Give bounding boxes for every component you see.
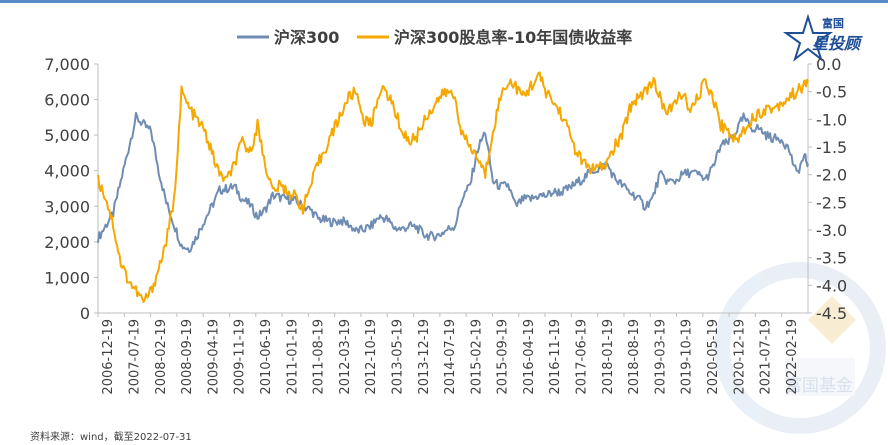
x-tick-label: 2022-02-19	[785, 319, 800, 395]
x-tick-label: 2008-09-19	[180, 319, 195, 395]
y-right-tick-label: -2.5	[816, 193, 847, 212]
x-tick-label: 2012-03-19	[338, 319, 353, 395]
y-left-tick-label: 6,000	[44, 91, 90, 110]
x-tick-label: 2018-08-19	[627, 319, 642, 395]
x-tick-label: 2015-09-19	[496, 319, 511, 395]
y-left-tick-label: 3,000	[44, 197, 90, 216]
x-tick-label: 2016-11-19	[548, 319, 563, 395]
y-right-tick-label: 0.0	[816, 55, 841, 74]
watermark-logo: 富国基金	[714, 262, 886, 434]
source-note: 资料来源：wind，截至2022-07-31	[30, 432, 192, 443]
x-tick-label: 2020-12-19	[732, 319, 747, 395]
x-tick-label: 2017-06-19	[575, 319, 590, 395]
x-tick-label: 2020-05-19	[706, 319, 721, 395]
y-left-tick-label: 5,000	[44, 126, 90, 145]
y-left-tick-label: 0	[80, 304, 90, 323]
watermark-text: 富国基金	[785, 376, 853, 396]
series-line-index	[97, 111, 809, 253]
x-tick-label: 2006-12-19	[101, 319, 116, 395]
x-tick-label: 2010-06-19	[259, 319, 274, 395]
y-right-tick-label: -1.0	[816, 110, 847, 129]
y-right-tick-label: -4.5	[816, 304, 847, 323]
x-tick-label: 2019-10-19	[680, 319, 695, 395]
x-tick-label: 2009-04-19	[206, 319, 221, 395]
y-right-tick-label: -2.0	[816, 166, 847, 185]
legend: 沪深300 沪深300股息率-10年国债收益率	[237, 28, 632, 47]
y-right-tick-label: -0.5	[816, 83, 847, 102]
x-tick-label: 2008-02-19	[154, 319, 169, 395]
x-tick-label: 2016-04-19	[522, 319, 537, 395]
x-tick-label: 2018-01-19	[601, 319, 616, 395]
logo-text-main: 星投顾	[812, 34, 863, 53]
y-left-tick-label: 1,000	[44, 268, 90, 287]
series-line-yield	[97, 71, 809, 303]
y-left-tick-label: 2,000	[44, 233, 90, 252]
x-tick-label: 2007-07-19	[128, 319, 143, 395]
x-tick-label: 2012-10-19	[364, 319, 379, 395]
legend-label-yield: 沪深300股息率-10年国债收益率	[394, 28, 632, 47]
y-right-tick-label: -3.5	[816, 249, 847, 268]
x-tick-label: 2013-12-19	[417, 319, 432, 395]
brand-logo: 富国 星投顾	[782, 13, 863, 62]
x-tick-label: 2009-11-19	[233, 319, 248, 395]
y-left-tick-label: 7,000	[44, 55, 90, 74]
plot-area	[97, 71, 809, 303]
chart-svg: 富国基金 富国 星投顾 沪深300 沪深300股息率-10年国债收益率 0 1,0…	[44, 13, 886, 434]
y-right-tick-label: -4.0	[816, 276, 847, 295]
x-tick-label: 2014-07-19	[443, 319, 458, 395]
y-left-tick-label: 4,000	[44, 162, 90, 181]
y-right-tick-label: -3.0	[816, 221, 847, 240]
x-tick-label: 2021-07-19	[759, 319, 774, 395]
x-tick-label: 2011-08-19	[312, 319, 327, 395]
y-right-tick-label: -1.5	[816, 138, 847, 157]
x-tick-label: 2013-05-19	[390, 319, 405, 395]
legend-label-index: 沪深300	[274, 28, 339, 47]
axes: 0 1,000 2,000 3,000 4,000 5,000 6,000 7,000 0.0 -…	[44, 55, 847, 395]
x-tick-label: 2019-03-19	[653, 319, 668, 395]
logo-text-top: 富国	[822, 16, 844, 30]
x-tick-label: 2015-02-19	[469, 319, 484, 395]
x-tick-label: 2011-01-19	[285, 319, 300, 395]
